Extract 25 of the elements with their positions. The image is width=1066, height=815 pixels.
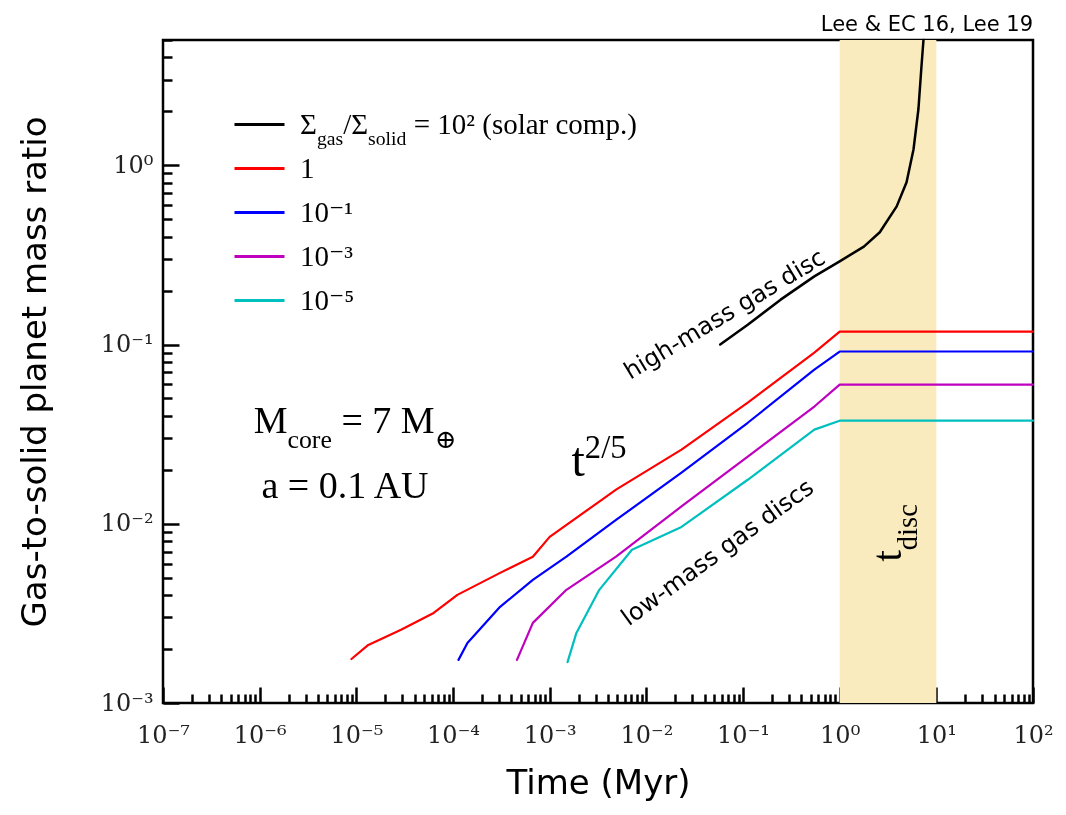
x-tick-label: 10⁻³ [523, 720, 577, 749]
legend-label: 10⁻³ [300, 239, 354, 272]
y-tick-label: 10⁻³ [100, 688, 154, 717]
x-axis-title: Time (Myr) [505, 761, 691, 802]
x-tick-label: 10⁰ [820, 720, 861, 749]
annotation: t$^{2/5}$ [571, 429, 627, 486]
x-tick-label: 10² [1013, 720, 1054, 749]
legend-label: 10⁻¹ [300, 195, 354, 228]
annotation: M$_{core}$ = 7 M$_{⊕}$ [253, 399, 457, 454]
x-tick-label: 10¹ [916, 720, 957, 749]
x-tick-label: 10⁻⁵ [330, 720, 384, 749]
x-tick-label: 10⁻⁴ [427, 720, 480, 749]
x-tick-label: 10⁻² [620, 720, 674, 749]
y-axis-title: Gas-to-solid planet mass ratio [13, 116, 54, 628]
legend-label: 10⁻⁵ [300, 283, 355, 316]
x-tick-label: 10⁻¹ [717, 720, 770, 749]
y-tick-label: 10⁰ [113, 150, 154, 179]
x-tick-label: 10⁻⁷ [137, 720, 190, 749]
legend-label: Σ$_{gas}$/Σ$_{solid}$ = 10² (solar comp.) [300, 107, 637, 149]
annotation: a = 0.1 AU [261, 464, 429, 506]
y-tick-label: 10⁻² [100, 509, 154, 538]
x-tick-label: 10⁻⁶ [233, 720, 287, 749]
legend-label: 1 [300, 151, 315, 184]
y-tick-label: 10⁻¹ [100, 330, 154, 359]
text: Lee & EC 16, Lee 19 [820, 12, 1033, 36]
